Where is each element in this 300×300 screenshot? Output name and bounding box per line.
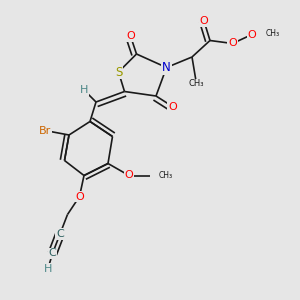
Text: C: C: [56, 229, 64, 239]
Text: O: O: [75, 191, 84, 202]
Text: S: S: [115, 65, 122, 79]
Text: O: O: [200, 16, 208, 26]
Text: O: O: [228, 38, 237, 49]
Text: H: H: [80, 85, 88, 95]
Text: C: C: [49, 248, 56, 259]
Text: O: O: [168, 101, 177, 112]
Text: CH₃: CH₃: [266, 28, 280, 38]
Text: N: N: [162, 61, 171, 74]
Text: CH₃: CH₃: [189, 80, 204, 88]
Text: O: O: [124, 170, 134, 181]
Text: O: O: [126, 31, 135, 41]
Text: Br: Br: [39, 125, 51, 136]
Text: H: H: [44, 263, 52, 274]
Text: CH₃: CH₃: [159, 171, 173, 180]
Text: O: O: [248, 29, 256, 40]
